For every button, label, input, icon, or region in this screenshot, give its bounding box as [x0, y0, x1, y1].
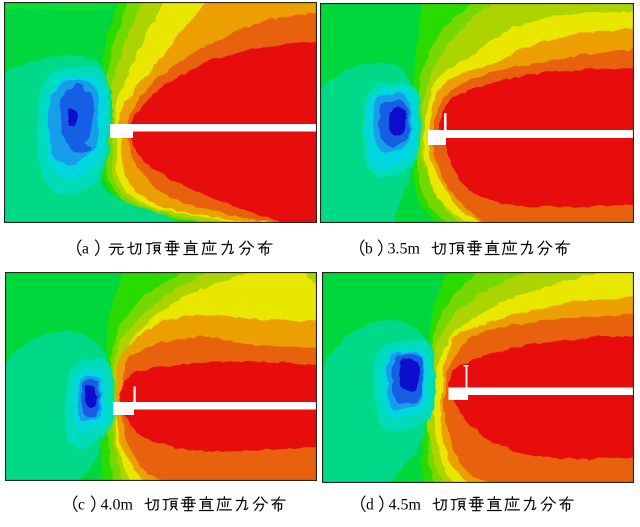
svg-text:a: a — [82, 241, 89, 258]
svg-text:d: d — [366, 497, 374, 514]
svg-text:4.5m: 4.5m — [389, 497, 422, 514]
svg-text:4.0m: 4.0m — [101, 497, 134, 514]
svg-text:b: b — [365, 241, 373, 258]
svg-text:3.5m: 3.5m — [388, 241, 421, 258]
svg-text:c: c — [78, 497, 85, 514]
